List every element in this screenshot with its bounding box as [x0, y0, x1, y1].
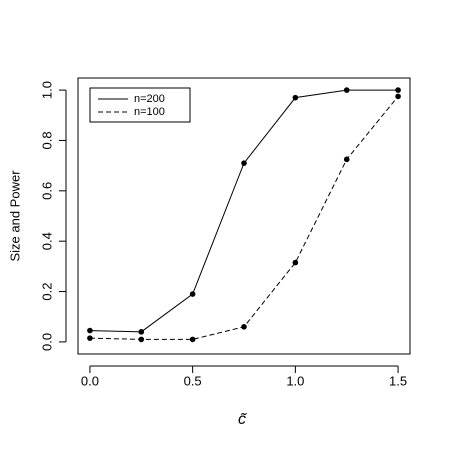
series-line	[89, 89, 399, 333]
legend-label: n=200	[134, 93, 165, 105]
y-tick-label: 0.8	[39, 131, 54, 149]
data-point	[292, 94, 299, 101]
data-point	[292, 259, 299, 266]
legend-label: n=100	[134, 106, 165, 118]
x-tick-label: 0.0	[81, 373, 99, 388]
y-tick-label: 0.0	[39, 333, 54, 351]
y-tick-label: 0.6	[39, 182, 54, 200]
x-axis-label: c̃	[238, 411, 247, 428]
x-tick-label: 1.5	[389, 373, 407, 388]
series-line	[89, 96, 399, 340]
legend-box	[89, 87, 191, 123]
x-tick-label: 0.5	[184, 373, 202, 388]
y-tick-label: 0.4	[39, 232, 54, 250]
y-tick-label: 1.0	[39, 81, 54, 99]
data-point	[395, 93, 401, 100]
data-point	[189, 336, 196, 343]
x-tick-label: 1.0	[286, 373, 304, 388]
data-point	[138, 336, 145, 343]
data-point	[87, 327, 93, 334]
data-point	[241, 324, 247, 330]
data-point	[395, 87, 401, 93]
plot-box	[77, 77, 411, 355]
data-point	[343, 87, 350, 93]
data-point	[241, 160, 247, 166]
y-tick-label: 0.2	[39, 283, 54, 301]
data-point	[343, 156, 350, 163]
data-point	[87, 335, 93, 341]
y-axis-label: Size and Power	[7, 170, 22, 262]
data-point	[189, 291, 196, 297]
data-point	[138, 329, 145, 335]
